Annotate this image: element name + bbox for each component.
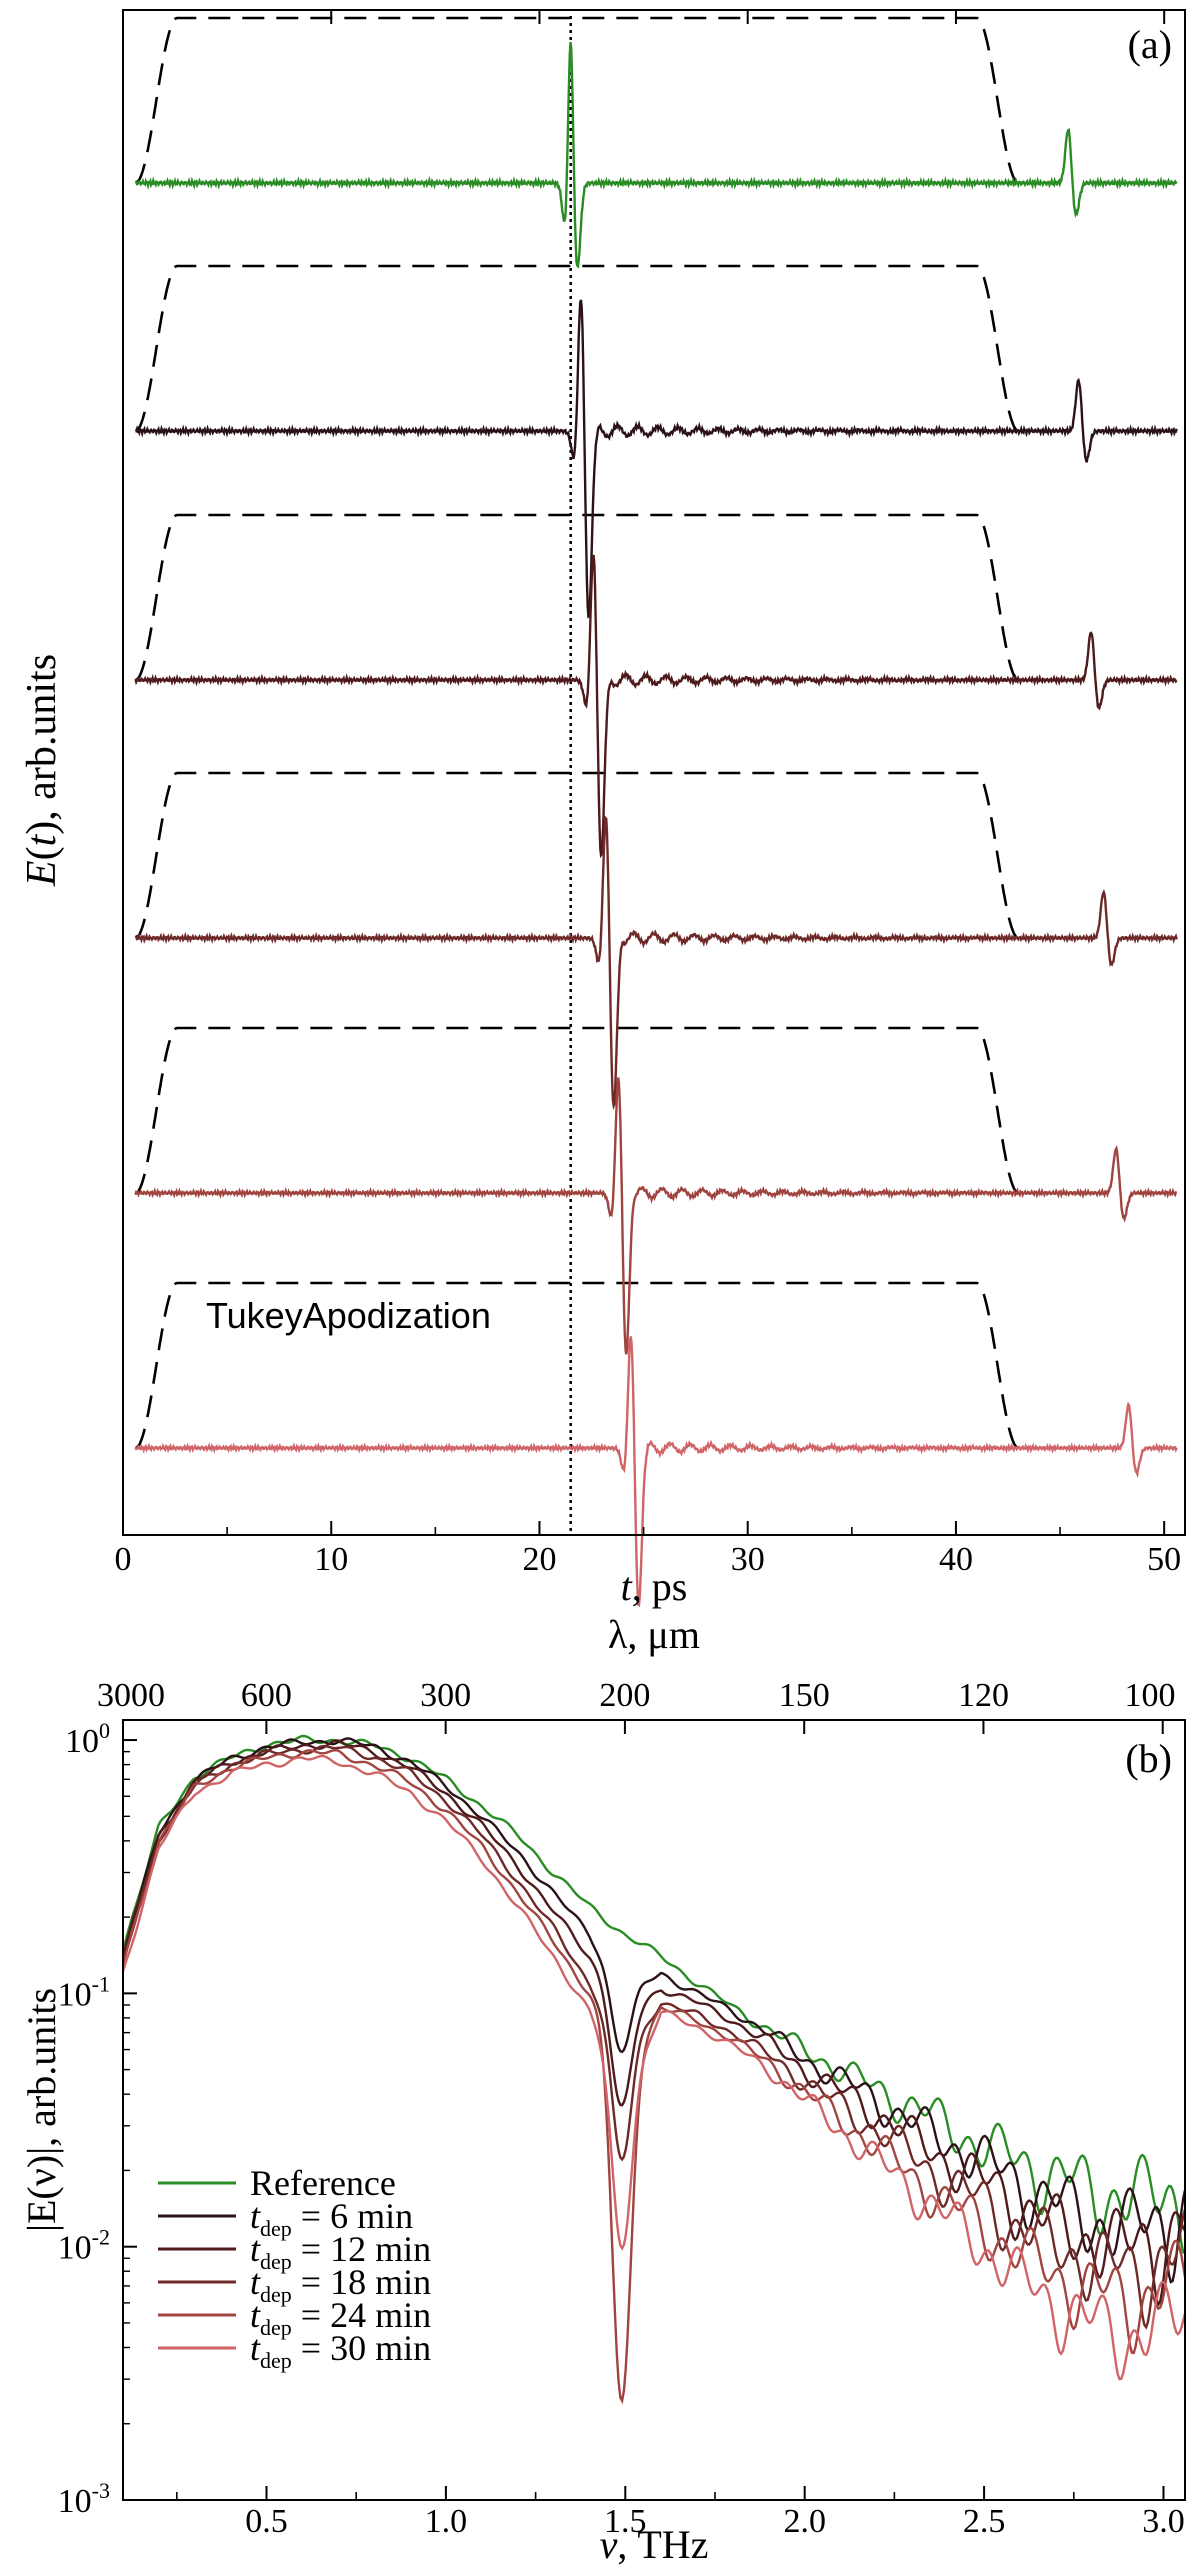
b-top-tick-label: 600 [241,1677,292,1714]
b-xtick-label: 2.0 [783,2503,826,2540]
spectrum-series-2 [121,1739,1187,2308]
legend-label-0: Reference [250,2163,396,2203]
panel-a-window-layer [135,16,1019,1450]
waveform-trace-5 [134,1336,1178,1608]
panel-a-ylabel-var: E [19,860,65,887]
legend-label-5: tdep = 30 min [250,2328,431,2373]
legend-label-3: tdep = 18 min [250,2262,431,2307]
panel-a-xlabel-var: t [621,1564,633,1609]
panel-a-traces-layer [134,41,1178,1608]
b-xtick-label: 1.5 [604,2503,647,2540]
waveform-trace-3 [134,815,1178,1111]
panel-a-ylabel: E(t), arb.units [19,654,65,887]
panel-a-annotation: TukeyApodization [206,1295,491,1336]
waveform-trace-2 [134,554,1178,859]
a-xtick-label: 20 [522,1541,556,1578]
legend-label-2: tdep = 12 min [250,2229,431,2274]
spectrum-series-3 [121,1744,1187,2330]
panel-b-ylabel: |E(ν)|, arb.units [19,1988,64,2232]
b-ytick-label: 10-2 [58,2225,110,2267]
window-curve-2 [135,513,1019,682]
b-ytick-label: 100 [65,1718,110,1760]
window-curve-4 [135,1026,1019,1195]
window-curve-3 [135,771,1019,940]
spectrum-series-4 [121,1748,1187,2405]
panel-b-xlabel: ν, THz [600,2522,709,2566]
panel-a-xticks: 0 10 20 30 40 50 [115,10,1181,1578]
a-xtick-label: 30 [731,1541,765,1578]
panel-a-ylabel-unit: , arb.units [19,654,65,821]
b-top-tick-label: 120 [958,1677,1009,1714]
waveform-trace-1 [135,299,1178,619]
panel-b-topticks: 3000 600 300 200 150 120 100 [97,1677,1176,1734]
b-top-tick-label: 100 [1125,1677,1176,1714]
legend-label-1: tdep = 6 min [250,2196,413,2241]
window-curve-0 [135,16,1019,185]
b-top-tick-label: 150 [779,1677,830,1714]
panel-a-ylabel-arg: (t) [19,821,65,861]
b-xtick-label: 1.0 [425,2503,468,2540]
b-top-tick-label: 200 [599,1677,650,1714]
panel-a-xlabel-unit: , ps [632,1564,688,1609]
b-xtick-label: 2.5 [963,2503,1006,2540]
a-xtick-label: 40 [939,1541,973,1578]
panel-b-xlabel-var: ν [600,2522,618,2566]
b-xtick-label: 0.5 [245,2503,288,2540]
panel-b-xlabel-unit: , THz [617,2522,708,2566]
panel-a-label: (a) [1128,22,1172,67]
panel-a-xlabel: t, ps [621,1564,688,1609]
a-xtick-label: 50 [1147,1541,1181,1578]
panel-b: 0.5 1.0 1.5 2.0 2.5 3.0 3000 600 300 200 150 120 10… [19,1612,1187,2566]
spectrum-series-0 [121,1734,1186,2255]
b-xtick-label: 3.0 [1142,2503,1185,2540]
b-top-tick-label: 3000 [97,1677,165,1714]
b-top-tick-label: 300 [420,1677,471,1714]
panel-b-label: (b) [1125,1736,1172,1781]
a-xtick-label: 0 [115,1541,132,1578]
legend-label-4: tdep = 24 min [250,2295,431,2340]
window-curve-5 [135,1281,1019,1450]
panel-b-xticks: 0.5 1.0 1.5 2.0 2.5 3.0 [176,2486,1185,2540]
window-curve-1 [135,264,1019,433]
spectrum-series-1 [121,1737,1187,2284]
spectrum-series-5 [121,1754,1187,2381]
b-ytick-label: 10-1 [58,1971,110,2013]
a-xtick-label: 10 [314,1541,348,1578]
b-ytick-label: 10-3 [58,2478,110,2520]
panel-b-yticks: 10-3 10-2 10-1 100 [58,1718,137,2520]
panel-b-series-layer [121,1734,1187,2405]
panel-a-frame [122,9,1186,1536]
waveform-trace-0 [134,41,1178,269]
panel-a: 0 10 20 30 40 50 (a) TukeyApodization t, ps E… [19,9,1186,1609]
waveform-trace-4 [134,1077,1178,1355]
panel-b-frame [122,1719,1186,2501]
panel-b-top-axis-label: λ, μm [608,1612,700,1657]
